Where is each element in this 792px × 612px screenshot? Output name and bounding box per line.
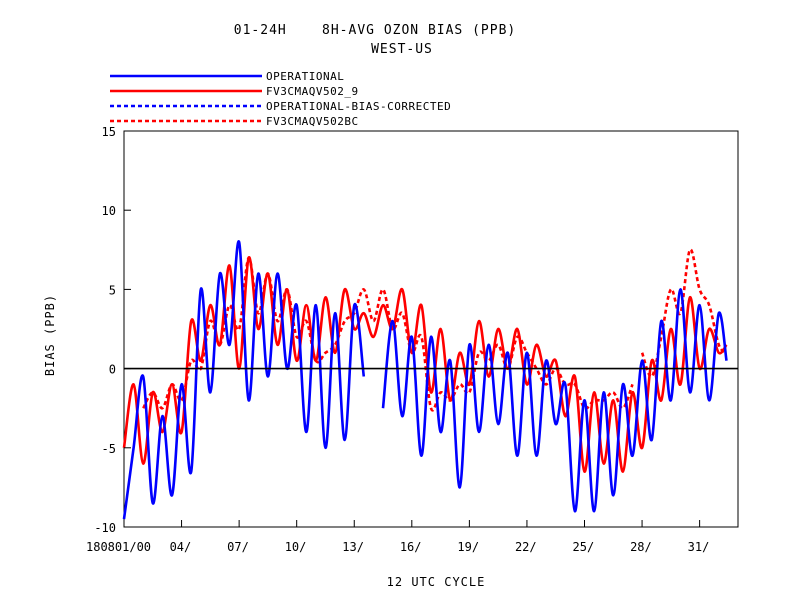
legend-label-2: OPERATIONAL-BIAS-CORRECTED	[266, 100, 451, 113]
chart-subtitle: WEST-US	[371, 42, 433, 57]
y-axis-label: BIAS (PPB)	[43, 294, 57, 376]
y-tick-label-2: 0	[109, 363, 116, 377]
x-tick-label-0: 180801/00	[86, 540, 151, 554]
x-tick-label-6: 19/	[457, 540, 479, 554]
series-line-0	[122, 240, 728, 520]
legend-label-1: FV3CMAQV502_9	[266, 85, 359, 98]
y-tick-label-1: -5	[102, 442, 116, 456]
axes-group	[123, 130, 739, 528]
x-tick-label-8: 25/	[573, 540, 595, 554]
y-tick-labels: -10 -5 0 5 10 15	[94, 125, 131, 535]
series-layer	[122, 240, 728, 520]
legend-label-3: FV3CMAQV502BC	[266, 115, 359, 128]
y-tick-label-4: 10	[102, 204, 116, 218]
y-tick-label-0: -10	[94, 521, 116, 535]
x-tick-label-2: 07/	[227, 540, 249, 554]
x-tick-label-10: 31/	[688, 540, 710, 554]
legend: OPERATIONAL FV3CMAQV502_9 OPERATIONAL-BIAS…	[110, 70, 451, 128]
x-tick-label-7: 22/	[515, 540, 537, 554]
x-tick-label-9: 28/	[630, 540, 652, 554]
chart-title: 01-24H 8H-AVG OZON BIAS (PPB)	[234, 23, 516, 38]
plot-frame	[123, 130, 739, 528]
x-tick-label-1: 04/	[170, 540, 192, 554]
y-tick-label-5: 15	[102, 125, 116, 139]
x-axis-label: 12 UTC CYCLE	[387, 575, 486, 589]
x-tick-label-5: 16/	[400, 540, 422, 554]
y-tick-label-3: 5	[109, 283, 116, 297]
x-tick-label-3: 10/	[285, 540, 307, 554]
x-tick-label-4: 13/	[342, 540, 364, 554]
chart-title-group: 01-24H 8H-AVG OZON BIAS (PPB) WEST-US	[234, 23, 516, 57]
legend-label-0: OPERATIONAL	[266, 70, 344, 83]
x-tick-labels: 180801/00 04/07/10/13/16/19/22/25/28/31/	[86, 520, 709, 554]
